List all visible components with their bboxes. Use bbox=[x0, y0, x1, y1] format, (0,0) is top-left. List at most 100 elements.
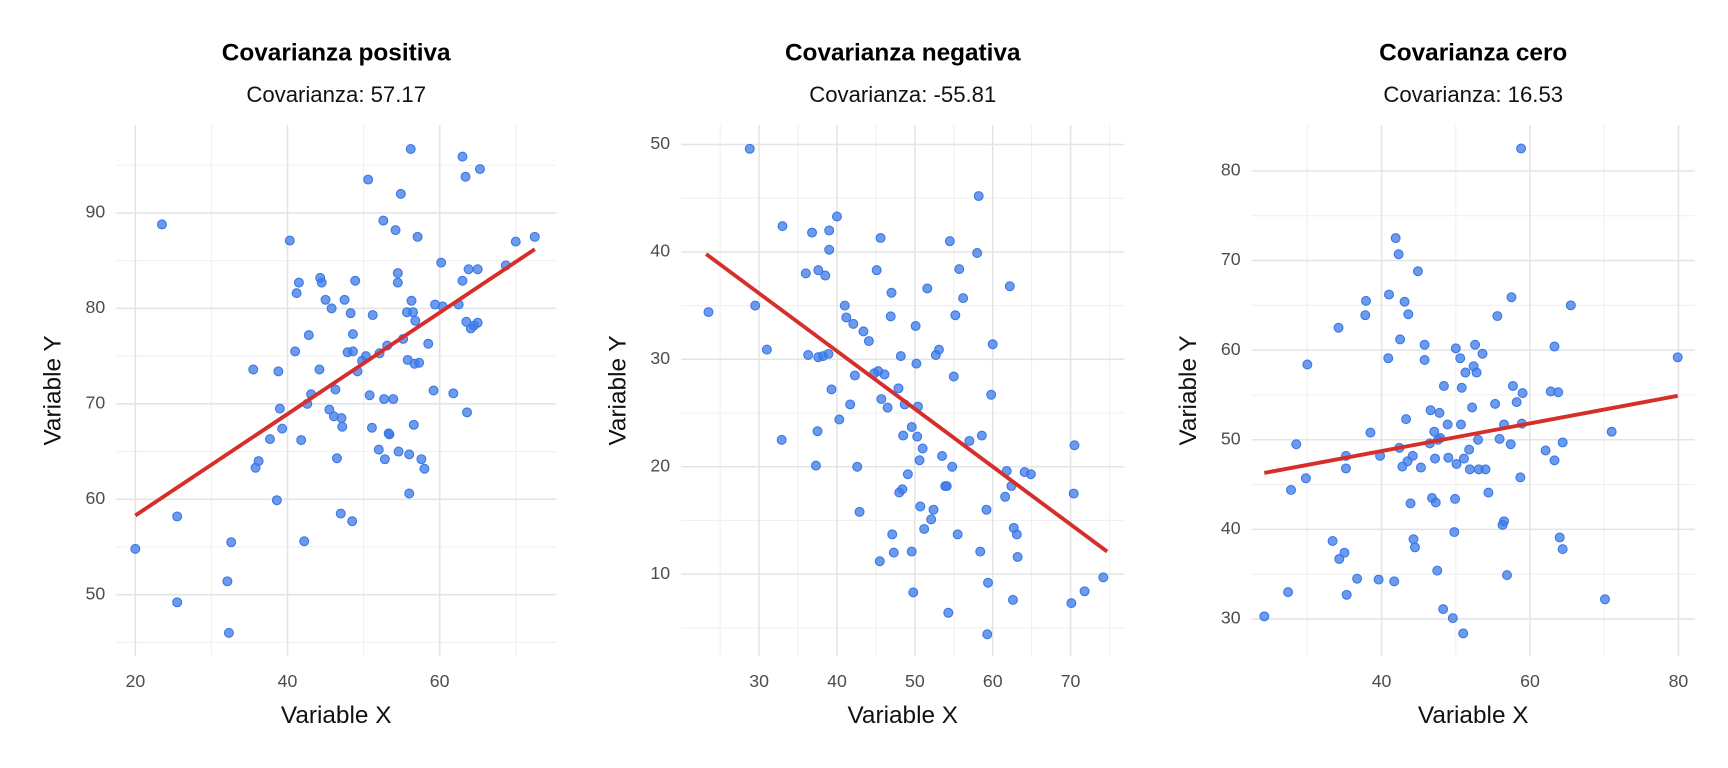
data-point bbox=[392, 277, 403, 288]
data-point bbox=[1409, 542, 1420, 553]
data-point bbox=[1456, 419, 1466, 430]
data-point bbox=[1300, 473, 1311, 484]
data-point bbox=[933, 344, 944, 355]
data-point bbox=[750, 300, 761, 311]
data-point bbox=[976, 430, 987, 441]
data-point bbox=[839, 300, 850, 311]
data-point bbox=[952, 529, 963, 540]
data-point bbox=[1333, 322, 1344, 333]
data-point bbox=[982, 629, 993, 640]
data-point bbox=[1458, 453, 1469, 464]
data-point bbox=[1384, 289, 1394, 300]
data-point bbox=[1467, 402, 1478, 413]
data-point bbox=[1471, 367, 1482, 378]
data-point bbox=[854, 506, 865, 517]
y-tick-label: 40 bbox=[650, 241, 670, 261]
x-tick-label: 40 bbox=[827, 671, 847, 691]
data-point bbox=[410, 315, 421, 326]
data-point bbox=[1361, 295, 1371, 306]
data-point bbox=[472, 264, 483, 275]
chart-title: Covarianza cero bbox=[1379, 40, 1567, 67]
data-point bbox=[379, 454, 390, 465]
data-point bbox=[1557, 544, 1568, 555]
data-point bbox=[886, 287, 897, 298]
data-point bbox=[363, 174, 374, 185]
data-point bbox=[384, 429, 395, 440]
data-point bbox=[981, 504, 992, 515]
data-point bbox=[1494, 433, 1505, 444]
data-point bbox=[529, 231, 540, 242]
y-tick-label: 40 bbox=[1221, 518, 1241, 538]
data-point bbox=[1456, 382, 1467, 393]
data-point bbox=[347, 516, 358, 527]
data-point bbox=[1399, 296, 1410, 307]
data-point bbox=[906, 546, 917, 557]
data-point bbox=[912, 431, 923, 442]
y-axis-label: Variable Y bbox=[1175, 335, 1202, 445]
data-point bbox=[373, 444, 384, 455]
data-point bbox=[908, 587, 919, 598]
data-point bbox=[776, 434, 787, 445]
data-point bbox=[895, 351, 906, 362]
data-point bbox=[271, 495, 282, 506]
x-tick-label: 30 bbox=[749, 671, 769, 691]
data-point bbox=[339, 294, 350, 305]
x-axis-label: Variable X bbox=[1418, 702, 1529, 729]
data-point bbox=[902, 469, 913, 480]
data-point bbox=[1390, 233, 1401, 244]
data-point bbox=[1393, 249, 1404, 260]
data-point bbox=[848, 318, 859, 329]
data-point bbox=[954, 264, 965, 275]
data-point bbox=[460, 171, 471, 182]
data-point bbox=[803, 350, 814, 361]
data-point bbox=[364, 390, 375, 401]
data-point bbox=[885, 311, 896, 322]
data-point bbox=[1450, 343, 1461, 354]
data-point bbox=[983, 577, 994, 588]
data-point bbox=[1565, 300, 1576, 311]
data-point bbox=[1599, 594, 1610, 605]
data-point bbox=[423, 338, 434, 349]
data-point bbox=[293, 277, 304, 288]
data-point bbox=[917, 443, 928, 454]
data-point bbox=[404, 488, 415, 499]
data-point bbox=[1557, 437, 1568, 448]
data-point bbox=[1516, 143, 1527, 154]
data-point bbox=[347, 329, 358, 340]
y-tick-label: 60 bbox=[1221, 339, 1241, 359]
data-point bbox=[1383, 353, 1394, 364]
data-point bbox=[299, 536, 310, 547]
data-point bbox=[1502, 570, 1512, 581]
data-point bbox=[1672, 352, 1683, 363]
data-point bbox=[347, 346, 358, 357]
data-point bbox=[414, 357, 425, 368]
data-point bbox=[337, 421, 348, 432]
data-point bbox=[882, 402, 893, 413]
data-point bbox=[943, 607, 954, 618]
data-point bbox=[1447, 613, 1458, 624]
data-point bbox=[906, 421, 917, 432]
data-point bbox=[463, 264, 474, 275]
x-tick-label: 20 bbox=[125, 671, 145, 691]
data-point bbox=[919, 524, 930, 535]
data-point bbox=[336, 413, 347, 424]
data-point bbox=[1517, 388, 1528, 399]
data-point bbox=[1283, 587, 1294, 598]
data-point bbox=[1004, 281, 1015, 292]
data-point bbox=[408, 419, 419, 430]
data-point bbox=[253, 456, 264, 467]
data-point bbox=[1291, 439, 1302, 450]
data-point bbox=[326, 303, 337, 314]
data-point bbox=[314, 364, 325, 375]
data-point bbox=[284, 235, 295, 246]
data-point bbox=[291, 288, 302, 299]
data-point bbox=[1554, 532, 1565, 543]
data-point bbox=[172, 597, 183, 608]
data-point bbox=[871, 265, 882, 276]
data-point bbox=[1470, 339, 1481, 350]
data-point bbox=[395, 188, 406, 199]
data-point bbox=[393, 446, 404, 457]
data-point bbox=[1286, 484, 1297, 495]
y-tick-label: 70 bbox=[86, 393, 106, 413]
data-point bbox=[366, 422, 377, 433]
